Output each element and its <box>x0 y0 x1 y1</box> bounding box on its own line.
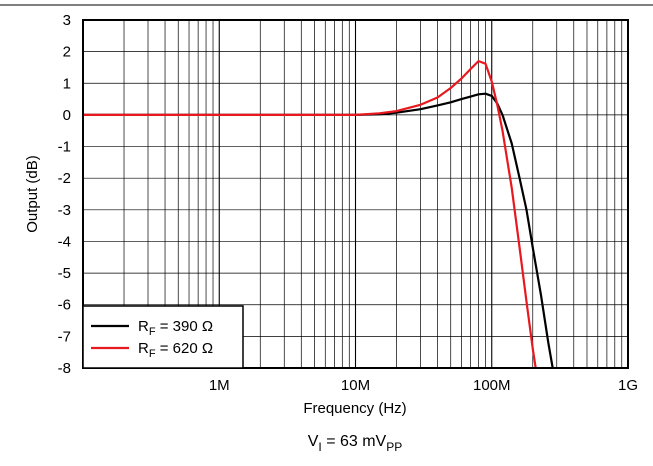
y-tick-label: -4 <box>58 233 71 250</box>
x-tick-labels: 1M 10M 100M 1G <box>209 377 638 394</box>
y-tick-label: -3 <box>58 202 71 219</box>
series-line-1 <box>83 92 554 369</box>
legend-entry: RF = 390 Ω <box>138 318 213 338</box>
y-tick-label: -5 <box>58 265 71 282</box>
x-tick-label: 1M <box>209 377 230 394</box>
test-condition-note: VI = 63 mVPP <box>308 433 403 454</box>
y-tick-label: -1 <box>58 139 71 156</box>
y-tick-label: -6 <box>58 297 71 314</box>
legend: RF = 390 ΩRF = 620 Ω <box>82 305 244 369</box>
grid <box>83 20 628 368</box>
x-tick-label: 10M <box>341 377 370 394</box>
x-axis-label: Frequency (Hz) <box>303 400 406 417</box>
x-tick-label: 100M <box>473 377 511 394</box>
y-tick-label: 2 <box>63 44 71 61</box>
y-tick-label: 1 <box>63 75 71 92</box>
x-tick-label: 1G <box>618 377 638 394</box>
plot-lines <box>83 59 554 369</box>
legend-box <box>82 305 244 369</box>
test-condition-text: VI = 63 mVPP <box>308 433 403 454</box>
y-tick-label: -2 <box>58 170 71 187</box>
y-tick-label: 3 <box>63 12 71 29</box>
y-tick-label: -7 <box>58 328 71 345</box>
y-tick-label: 0 <box>63 107 71 124</box>
y-axis-label: Output (dB) <box>24 155 41 233</box>
y-tick-label: -8 <box>58 360 71 377</box>
y-tick-labels: 3 2 1 0 -1 -2 -3 -4 -5 -6 -7 -8 <box>58 12 71 377</box>
plot-frame <box>82 19 629 369</box>
legend-entry: RF = 620 Ω <box>138 340 213 360</box>
series-line-2 <box>83 59 537 369</box>
